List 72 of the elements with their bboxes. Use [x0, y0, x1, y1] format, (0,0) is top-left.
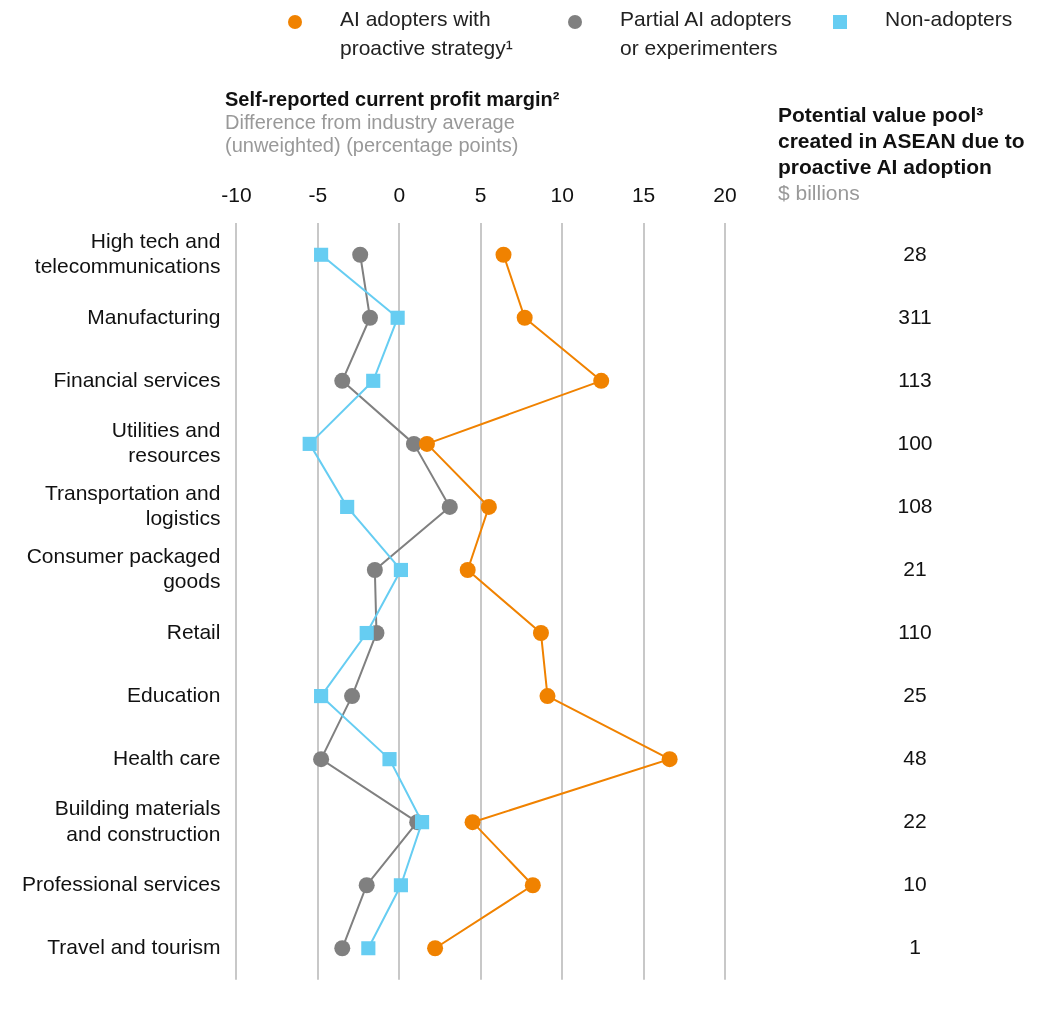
x-tick-label: 10: [550, 183, 574, 207]
point: [361, 309, 378, 326]
y-tick-label: Education: [127, 682, 221, 706]
x-tick-label: 5: [474, 183, 487, 207]
text: 113: [898, 367, 932, 391]
point: [314, 247, 329, 262]
point: [393, 562, 408, 578]
point: [334, 940, 351, 957]
point: [405, 435, 422, 452]
point: [334, 372, 351, 389]
chart-subtitle: Difference from industry average (unweighted) (percentage points): [225, 111, 520, 157]
x-tick-label: -5: [308, 183, 328, 207]
point: [459, 561, 476, 578]
y-tick-label: Health care: [113, 745, 221, 769]
point: [359, 625, 374, 641]
x-tick-label: 0: [393, 183, 406, 207]
text: 48: [903, 745, 927, 769]
point: [427, 940, 444, 957]
y-tick-label: Consumer packaged goods: [26, 544, 221, 593]
point: [524, 877, 541, 894]
text: 1: [909, 935, 921, 959]
text: 25: [903, 682, 927, 706]
point: [532, 625, 549, 642]
point: [539, 688, 556, 705]
y-tick-label: Professional services: [21, 872, 221, 896]
point: [390, 310, 405, 325]
text: $ billions: [778, 180, 861, 206]
y-tick-label: Building materials and construction: [54, 796, 221, 845]
point: [480, 498, 497, 515]
legend-label: AI adopters with proactive strategy¹: [340, 6, 514, 61]
x-tick-label: 20: [713, 183, 737, 207]
y-tick-label: Financial services: [53, 367, 221, 391]
text: 110: [898, 619, 932, 643]
text: 100: [897, 430, 933, 454]
y-tick-label: Utilities and resources: [111, 418, 221, 467]
point: [495, 246, 512, 263]
text: 108: [897, 493, 933, 517]
point: [661, 751, 678, 768]
y-tick-label: High tech and telecommunications: [34, 228, 221, 278]
point: [418, 435, 435, 452]
point: [340, 499, 355, 514]
x-tick-label: 15: [631, 183, 656, 207]
point: [344, 688, 361, 705]
point: [352, 246, 369, 263]
point: [313, 751, 330, 768]
x-tick-label: -10: [221, 183, 252, 207]
point: [516, 309, 533, 326]
text: 10: [903, 872, 927, 896]
y-tick-label: Transportation and logistics: [44, 481, 221, 530]
point: [366, 373, 381, 388]
y-tick-label: Travel and tourism: [47, 935, 221, 959]
point: [441, 498, 458, 515]
y-tick-label: Retail: [166, 619, 221, 643]
point: [302, 436, 317, 451]
point: [593, 372, 610, 389]
point: [464, 814, 481, 831]
chart-title: Self-reported current profit margin²: [225, 88, 560, 110]
point: [415, 815, 430, 830]
legend-label: Non-adopters: [885, 6, 1013, 32]
y-tick-label: Manufacturing: [87, 304, 221, 328]
point: [314, 689, 329, 704]
text: 28: [903, 241, 927, 265]
point: [358, 877, 375, 894]
point: [382, 752, 397, 767]
text: 21: [903, 556, 927, 580]
point: [366, 561, 383, 578]
point: [393, 878, 408, 893]
text: Potential value pool³ created in ASEAN due to proactive AI adoption: [778, 102, 1026, 180]
legend-label: Partial AI adopters or experimenters: [620, 6, 793, 61]
point: [361, 941, 376, 956]
text: 22: [903, 808, 927, 832]
text: 311: [898, 304, 932, 328]
